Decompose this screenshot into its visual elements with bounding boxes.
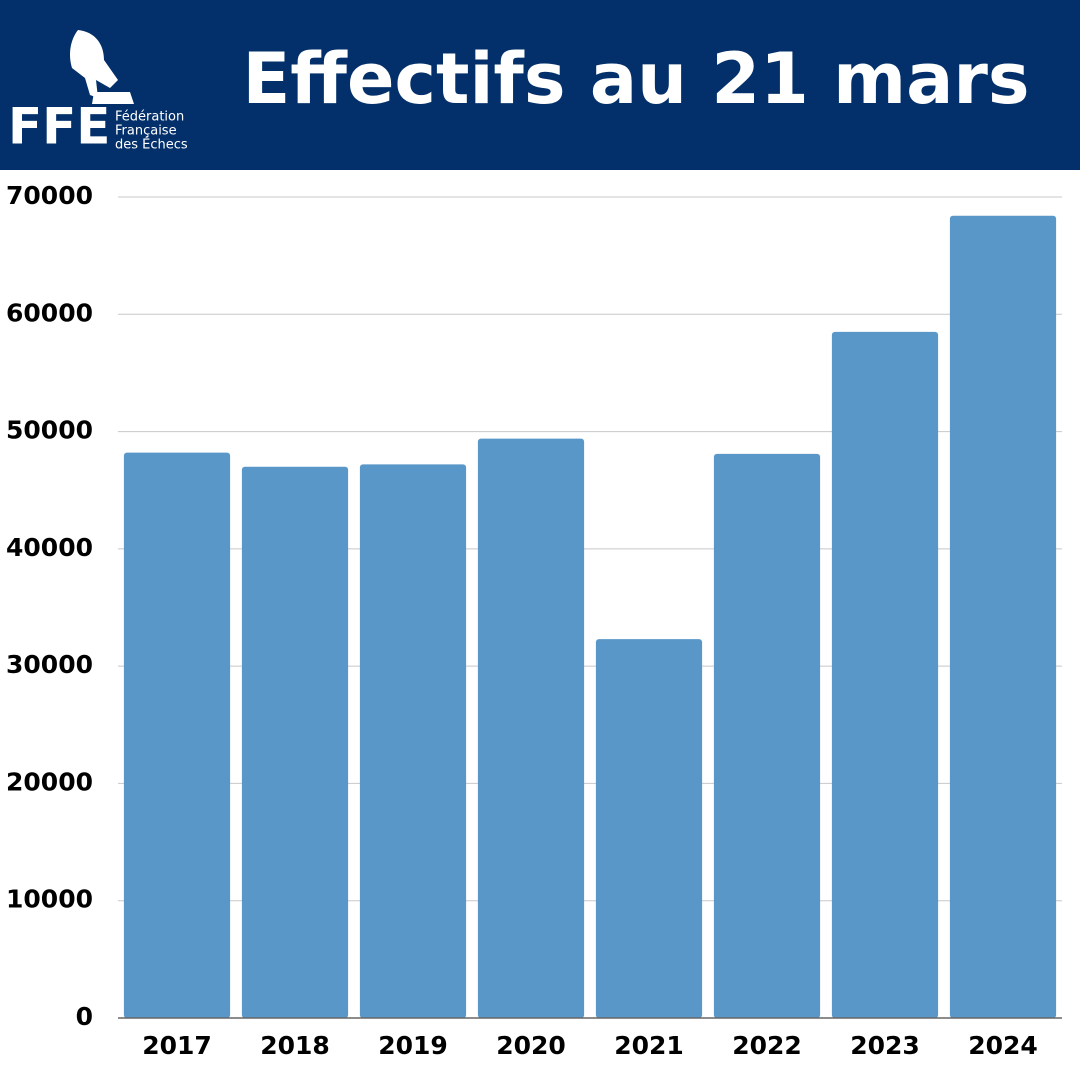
x-tick-label: 2022 xyxy=(732,1031,802,1060)
logo-line: Fédération xyxy=(115,110,184,125)
logo-icon xyxy=(70,30,134,104)
y-tick-label: 60000 xyxy=(6,298,93,327)
x-tick-label: 2023 xyxy=(850,1031,920,1060)
bar xyxy=(477,438,585,1018)
x-tick-label: 2020 xyxy=(496,1031,566,1060)
bar xyxy=(359,464,467,1018)
chart-title: Effectifs au 21 mars xyxy=(242,38,1029,120)
y-tick-label: 50000 xyxy=(6,416,93,445)
y-tick-label: 30000 xyxy=(6,650,93,679)
header-band xyxy=(0,0,1080,170)
logo-line: Française xyxy=(115,124,177,139)
y-tick-label: 0 xyxy=(76,1002,93,1031)
x-tick-label: 2017 xyxy=(142,1031,212,1060)
x-tick-label: 2019 xyxy=(378,1031,448,1060)
bar xyxy=(241,466,349,1018)
y-tick-label: 40000 xyxy=(6,533,93,562)
bar xyxy=(713,453,821,1018)
bar xyxy=(831,331,939,1019)
logo-abbr: FFE xyxy=(8,98,110,156)
x-tick-label: 2024 xyxy=(968,1031,1038,1060)
x-tick-label: 2021 xyxy=(614,1031,684,1060)
bar xyxy=(949,215,1057,1018)
bar xyxy=(123,452,231,1018)
y-tick-label: 70000 xyxy=(6,181,93,210)
x-tick-label: 2018 xyxy=(260,1031,330,1060)
logo-line: des Échecs xyxy=(115,137,188,153)
bar xyxy=(595,639,703,1018)
y-tick-label: 10000 xyxy=(6,885,93,914)
y-tick-label: 20000 xyxy=(6,767,93,796)
